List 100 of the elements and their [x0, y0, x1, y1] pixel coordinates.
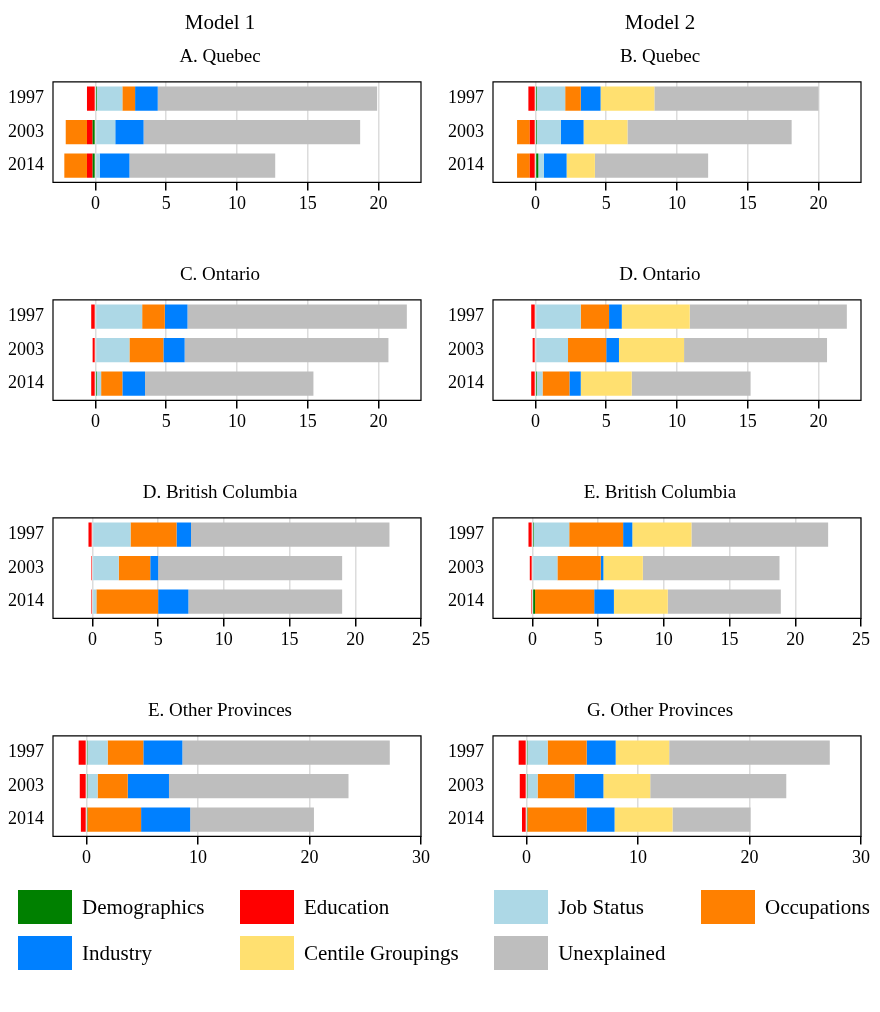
y-tick-label: 2014: [448, 808, 484, 829]
bar: [586, 740, 616, 765]
bar: [547, 740, 587, 765]
bar: [580, 304, 610, 329]
y-tick-label: 1997: [8, 87, 44, 108]
y-tick-label: 1997: [8, 305, 44, 326]
bar: [142, 304, 165, 329]
bar: [527, 774, 538, 799]
y-tick-label: 2014: [8, 590, 44, 611]
bar: [143, 120, 361, 145]
bar: [86, 86, 95, 111]
bar: [517, 120, 530, 145]
bar: [560, 120, 584, 145]
bar: [79, 774, 86, 799]
bar: [613, 589, 668, 614]
bar: [65, 120, 87, 145]
bar: [157, 86, 378, 111]
x-tick-label: 5: [153, 628, 163, 649]
y-tick-label: 1997: [448, 87, 484, 108]
x-tick-label: 20: [809, 410, 828, 431]
bar: [101, 371, 123, 396]
bar: [529, 120, 535, 145]
bar: [118, 556, 151, 581]
legend-label: Occupations: [764, 894, 870, 920]
chart-title: E. British Columbia: [582, 480, 738, 504]
bar: [188, 589, 343, 614]
bar: [574, 774, 604, 799]
bar: [667, 589, 781, 614]
bar: [93, 522, 131, 547]
bar: [654, 86, 819, 111]
y-tick-label: 1997: [448, 305, 484, 326]
chart-title: D. Ontario: [618, 262, 702, 286]
x-tick-label: 15: [298, 192, 317, 213]
bar: [621, 304, 690, 329]
bar: [536, 304, 581, 329]
x-tick-label: 20: [809, 192, 828, 213]
bar: [96, 371, 102, 396]
x-tick-label: 0: [90, 410, 100, 431]
x-tick-label: 20: [786, 628, 805, 649]
y-tick-label: 2014: [448, 372, 484, 393]
bar: [691, 522, 829, 547]
y-tick-label: 2014: [8, 372, 44, 393]
bar: [115, 120, 144, 145]
x-tick-label: 5: [161, 410, 171, 431]
bar: [145, 371, 314, 396]
y-tick-label: 2003: [8, 338, 44, 359]
chart-title: B. Quebec: [618, 44, 702, 68]
bar: [135, 86, 158, 111]
bar: [529, 153, 535, 178]
x-tick-label: 15: [738, 192, 757, 213]
bar: [521, 807, 526, 832]
bar: [689, 304, 847, 329]
bar: [542, 371, 570, 396]
x-tick-label: 0: [87, 628, 97, 649]
bar: [580, 371, 632, 396]
y-tick-label: 2014: [8, 808, 44, 829]
bar: [669, 740, 830, 765]
bar: [96, 86, 123, 111]
bar: [182, 740, 390, 765]
bar: [86, 120, 93, 145]
legend-label: Industry: [82, 940, 152, 966]
bar: [568, 338, 607, 363]
bar: [87, 807, 142, 832]
x-tick-label: 30: [412, 846, 430, 867]
bar: [517, 153, 530, 178]
bar: [528, 522, 532, 547]
bar: [600, 86, 655, 111]
bar: [163, 338, 185, 363]
bar: [87, 774, 98, 799]
bar: [93, 589, 97, 614]
bar: [537, 774, 575, 799]
legend-label: Job Status: [558, 894, 644, 920]
bar: [684, 338, 828, 363]
x-tick-label: 25: [852, 628, 870, 649]
x-tick-label: 5: [601, 192, 611, 213]
bar: [96, 589, 159, 614]
bar: [122, 371, 145, 396]
bar: [127, 774, 169, 799]
bar: [566, 153, 595, 178]
bar: [531, 304, 535, 329]
chart-title: G. Other Provinces: [585, 698, 735, 722]
bar: [586, 807, 615, 832]
chart-title: C. Ontario: [178, 262, 262, 286]
x-tick-label: 10: [654, 628, 673, 649]
bar: [96, 338, 130, 363]
bar: [78, 740, 86, 765]
bar: [86, 153, 93, 178]
bar: [184, 338, 389, 363]
bar: [87, 740, 108, 765]
x-tick-label: 5: [161, 192, 171, 213]
bar: [631, 371, 751, 396]
bar: [158, 556, 343, 581]
legend-label: Demographics: [82, 894, 205, 920]
x-tick-label: 0: [527, 628, 537, 649]
x-tick-label: 15: [738, 410, 757, 431]
y-tick-label: 2003: [448, 338, 484, 359]
x-tick-label: 20: [300, 846, 319, 867]
bar: [129, 338, 164, 363]
bar: [80, 807, 86, 832]
y-tick-label: 2003: [8, 120, 44, 141]
